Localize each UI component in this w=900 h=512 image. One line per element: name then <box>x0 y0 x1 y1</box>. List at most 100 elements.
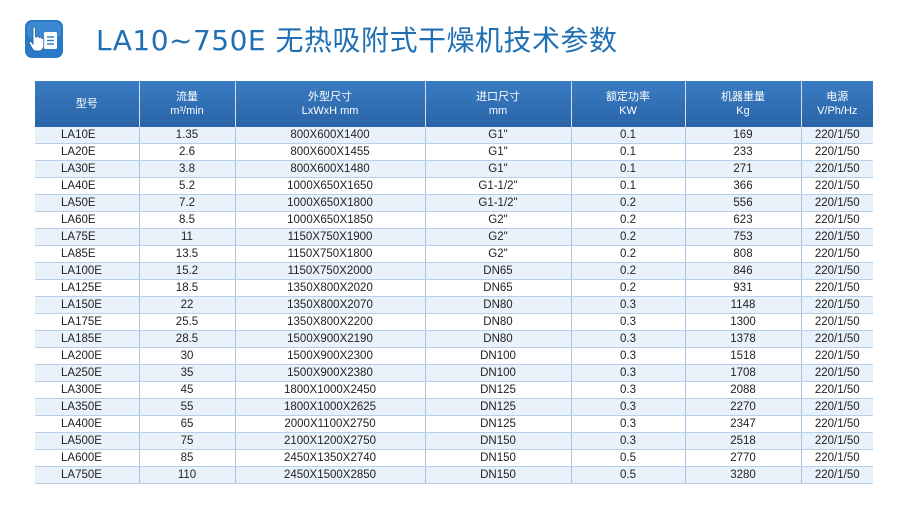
cell-model: LA300E <box>35 381 140 399</box>
cell-model: LA200E <box>35 347 140 365</box>
cell-model: LA50E <box>35 194 140 212</box>
table-row: LA350E 55 1800X1000X2625 DN125 0.3 2270 220/1/… <box>35 398 873 416</box>
cell-weight: 1148 <box>685 296 802 314</box>
cell-dimensions: 2100X1200X2750 <box>235 432 426 450</box>
cell-power-supply: 220/1/50 <box>801 347 873 365</box>
cell-inlet-size: G1-1/2" <box>425 194 572 212</box>
table-row: LA200E 30 1500X900X2300 DN100 0.3 1518 220/1/5… <box>35 347 873 365</box>
cell-flow: 25.5 <box>139 313 236 331</box>
cell-rated-power: 0.3 <box>571 381 686 399</box>
cell-inlet-size: DN150 <box>425 449 572 467</box>
cell-dimensions: 2450X1500X2850 <box>235 466 426 484</box>
table-row: LA85E 13.5 1150X750X1800 G2" 0.2 808 220/1/50 <box>35 245 873 263</box>
table-row: LA125E 18.5 1350X800X2020 DN65 0.2 931 220/1/5… <box>35 279 873 297</box>
table-row: LA250E 35 1500X900X2380 DN100 0.3 1708 220/1/5… <box>35 364 873 382</box>
hand-pointer-document-icon <box>25 20 63 58</box>
cell-power-supply: 220/1/50 <box>801 398 873 416</box>
cell-weight: 623 <box>685 211 802 229</box>
cell-dimensions: 1150X750X1900 <box>235 228 426 246</box>
cell-flow: 22 <box>139 296 236 314</box>
cell-dimensions: 1150X750X2000 <box>235 262 426 280</box>
cell-inlet-size: DN150 <box>425 466 572 484</box>
table-row: LA150E 22 1350X800X2070 DN80 0.3 1148 220/1/50 <box>35 296 873 314</box>
cell-dimensions: 2000X1100X2750 <box>235 415 426 433</box>
cell-flow: 35 <box>139 364 236 382</box>
cell-power-supply: 220/1/50 <box>801 262 873 280</box>
cell-flow: 7.2 <box>139 194 236 212</box>
cell-weight: 1708 <box>685 364 802 382</box>
cell-weight: 808 <box>685 245 802 263</box>
cell-power-supply: 220/1/50 <box>801 381 873 399</box>
cell-inlet-size: DN125 <box>425 398 572 416</box>
header-weight: 机器重量 Kg <box>685 81 802 127</box>
cell-inlet-size: DN65 <box>425 262 572 280</box>
cell-weight: 753 <box>685 228 802 246</box>
header-dimensions: 外型尺寸 LxWxH mm <box>235 81 426 127</box>
table-row: LA50E 7.2 1000X650X1800 G1-1/2" 0.2 556 220/1/… <box>35 194 873 212</box>
cell-flow: 55 <box>139 398 236 416</box>
cell-rated-power: 0.3 <box>571 313 686 331</box>
cell-rated-power: 0.2 <box>571 279 686 297</box>
cell-power-supply: 220/1/50 <box>801 127 873 144</box>
table-row: LA60E 8.5 1000X650X1850 G2" 0.2 623 220/1/50 <box>35 211 873 229</box>
cell-flow: 8.5 <box>139 211 236 229</box>
cell-rated-power: 0.2 <box>571 262 686 280</box>
cell-inlet-size: G2" <box>425 211 572 229</box>
cell-rated-power: 0.2 <box>571 228 686 246</box>
cell-flow: 75 <box>139 432 236 450</box>
cell-inlet-size: G1" <box>425 160 572 178</box>
cell-rated-power: 0.3 <box>571 296 686 314</box>
table-row: LA30E 3.8 800X600X1480 G1" 0.1 271 220/1/50 <box>35 160 873 178</box>
cell-model: LA250E <box>35 364 140 382</box>
header-model: 型号 <box>35 81 140 127</box>
cell-weight: 1378 <box>685 330 802 348</box>
cell-power-supply: 220/1/50 <box>801 415 873 433</box>
table-row: LA300E 45 1800X1000X2450 DN125 0.3 2088 220/1/… <box>35 381 873 399</box>
page-title: LA10~750E 无热吸附式干燥机技术参数 <box>96 24 618 57</box>
cell-power-supply: 220/1/50 <box>801 143 873 161</box>
cell-model: LA100E <box>35 262 140 280</box>
cell-flow: 110 <box>139 466 236 484</box>
cell-power-supply: 220/1/50 <box>801 160 873 178</box>
cell-power-supply: 220/1/50 <box>801 194 873 212</box>
cell-model: LA75E <box>35 228 140 246</box>
cell-flow: 30 <box>139 347 236 365</box>
cell-rated-power: 0.2 <box>571 194 686 212</box>
cell-power-supply: 220/1/50 <box>801 211 873 229</box>
cell-dimensions: 1800X1000X2450 <box>235 381 426 399</box>
cell-model: LA350E <box>35 398 140 416</box>
cell-rated-power: 0.3 <box>571 364 686 382</box>
table-row: LA20E 2.6 800X600X1455 G1" 0.1 233 220/1/50 <box>35 143 873 161</box>
cell-dimensions: 1000X650X1650 <box>235 177 426 195</box>
cell-inlet-size: DN125 <box>425 381 572 399</box>
cell-weight: 1300 <box>685 313 802 331</box>
table-row: LA100E 15.2 1150X750X2000 DN65 0.2 846 220/1/5… <box>35 262 873 280</box>
cell-flow: 18.5 <box>139 279 236 297</box>
cell-flow: 1.35 <box>139 127 236 144</box>
cell-rated-power: 0.3 <box>571 398 686 416</box>
cell-dimensions: 1500X900X2300 <box>235 347 426 365</box>
header-flow: 流量 m³/min <box>139 81 236 127</box>
cell-model: LA85E <box>35 245 140 263</box>
cell-flow: 15.2 <box>139 262 236 280</box>
cell-power-supply: 220/1/50 <box>801 177 873 195</box>
cell-weight: 271 <box>685 160 802 178</box>
cell-flow: 2.6 <box>139 143 236 161</box>
cell-dimensions: 1350X800X2200 <box>235 313 426 331</box>
cell-flow: 3.8 <box>139 160 236 178</box>
cell-weight: 3280 <box>685 466 802 484</box>
cell-rated-power: 0.1 <box>571 127 686 144</box>
cell-flow: 28.5 <box>139 330 236 348</box>
cell-inlet-size: DN80 <box>425 313 572 331</box>
cell-weight: 2347 <box>685 415 802 433</box>
cell-power-supply: 220/1/50 <box>801 449 873 467</box>
cell-model: LA175E <box>35 313 140 331</box>
cell-rated-power: 0.5 <box>571 449 686 467</box>
cell-inlet-size: DN65 <box>425 279 572 297</box>
cell-weight: 2088 <box>685 381 802 399</box>
cell-inlet-size: G1-1/2" <box>425 177 572 195</box>
cell-weight: 931 <box>685 279 802 297</box>
cell-model: LA40E <box>35 177 140 195</box>
cell-power-supply: 220/1/50 <box>801 330 873 348</box>
cell-dimensions: 1000X650X1850 <box>235 211 426 229</box>
